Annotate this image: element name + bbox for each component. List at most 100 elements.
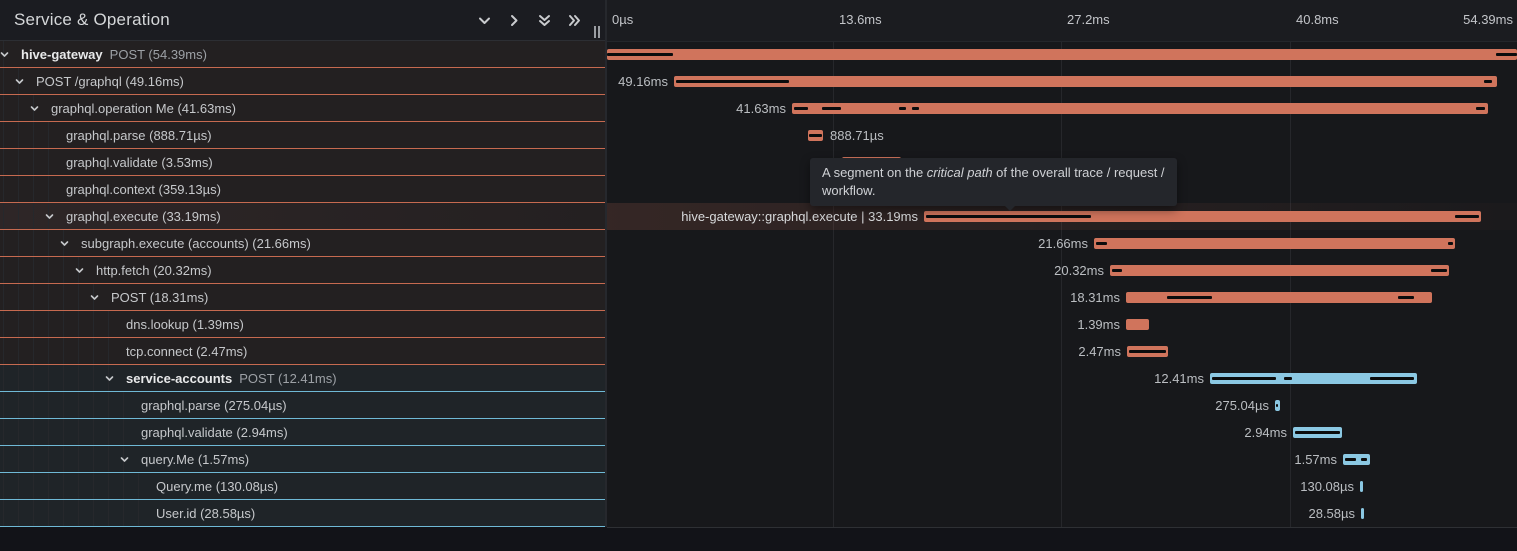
tree-row[interactable]: graphql.validate (2.94ms): [0, 419, 605, 446]
indent-guide: [63, 500, 64, 526]
span-label: tcp.connect (2.47ms): [126, 343, 248, 359]
tree-row[interactable]: http.fetch (20.32ms): [0, 257, 605, 284]
panel-resize-handle[interactable]: [594, 26, 602, 38]
chevron-down-icon[interactable]: [59, 237, 71, 249]
tree-row[interactable]: POST /graphql (49.16ms): [0, 68, 605, 95]
tree-row[interactable]: graphql.validate (3.53ms): [0, 149, 605, 176]
indent-guide: [18, 473, 19, 499]
timeline-row[interactable]: 2.47ms: [607, 338, 1517, 365]
span-bar[interactable]: [674, 76, 1497, 87]
chevron-down-icon[interactable]: [44, 210, 56, 222]
span-bar[interactable]: [1361, 508, 1364, 519]
span-duration-label: 130.08µs: [1300, 479, 1354, 494]
tree-row[interactable]: graphql.operation Me (41.63ms): [0, 95, 605, 122]
indent-guide: [3, 392, 4, 418]
span-bar[interactable]: [1126, 319, 1149, 330]
indent-guide: [18, 419, 19, 445]
indent-guide: [63, 311, 64, 337]
collapse-all-icon[interactable]: [536, 12, 553, 29]
span-bar[interactable]: [1210, 373, 1417, 384]
indent-guide: [3, 338, 4, 364]
tree-row[interactable]: graphql.context (359.13µs): [0, 176, 605, 203]
timeline-row[interactable]: 1.57ms: [607, 446, 1517, 473]
chevron-down-icon[interactable]: [104, 372, 116, 384]
indent-guide: [3, 176, 4, 202]
timeline-row[interactable]: hive-gateway::graphql.execute | 33.19ms: [607, 203, 1517, 230]
indent-guide: [3, 122, 4, 148]
span-duration-label: 1.57ms: [1294, 452, 1337, 467]
timeline-gridline: [1290, 0, 1291, 527]
indent-guide: [63, 338, 64, 364]
span-bar[interactable]: [1126, 292, 1432, 303]
tree-row[interactable]: subgraph.execute (accounts) (21.66ms): [0, 230, 605, 257]
indent-guide: [18, 392, 19, 418]
span-bar[interactable]: [607, 49, 1517, 60]
span-bar[interactable]: [1094, 238, 1455, 249]
critical-path-segment: [1398, 296, 1414, 299]
collapse-one-icon[interactable]: [476, 12, 493, 29]
chevron-down-icon[interactable]: [14, 75, 26, 87]
critical-path-segment: [607, 53, 673, 56]
span-bar[interactable]: [924, 211, 1481, 222]
tree-row[interactable]: graphql.execute (33.19ms): [0, 203, 605, 230]
timeline-row[interactable]: 18.31ms: [607, 284, 1517, 311]
span-label: graphql.execute (33.19ms): [66, 208, 221, 224]
critical-path-segment: [899, 107, 906, 110]
chevron-down-icon[interactable]: [29, 102, 41, 114]
indent-guide: [3, 365, 4, 391]
indent-guide: [3, 95, 4, 121]
expand-all-icon[interactable]: [566, 12, 583, 29]
tree-row[interactable]: graphql.parse (888.71µs): [0, 122, 605, 149]
tree-row[interactable]: tcp.connect (2.47ms): [0, 338, 605, 365]
chevron-down-icon[interactable]: [89, 291, 101, 303]
span-label: graphql.parse (888.71µs): [66, 127, 212, 143]
timeline-row[interactable]: 49.16ms: [607, 68, 1517, 95]
critical-path-segment: [676, 80, 789, 83]
chevron-down-icon[interactable]: [74, 264, 86, 276]
service-name: hive-gateway: [21, 46, 103, 62]
critical-path-segment: [1455, 215, 1479, 218]
operation-name: POST (12.41ms): [239, 370, 337, 386]
timeline-row[interactable]: 1.39ms: [607, 311, 1517, 338]
chevron-down-icon[interactable]: [0, 48, 11, 60]
span-duration-label: 2.47ms: [1078, 344, 1121, 359]
critical-path-segment: [1167, 296, 1212, 299]
timeline-row[interactable]: 41.63ms: [607, 95, 1517, 122]
timeline-row[interactable]: [607, 41, 1517, 68]
expand-one-icon[interactable]: [506, 12, 523, 29]
indent-guide: [78, 311, 79, 337]
span-bar[interactable]: [1343, 454, 1370, 465]
timeline-row[interactable]: 12.41ms: [607, 365, 1517, 392]
indent-guide: [3, 500, 4, 526]
tree-row[interactable]: POST (18.31ms): [0, 284, 605, 311]
timeline-row[interactable]: 21.66ms: [607, 230, 1517, 257]
indent-guide: [63, 419, 64, 445]
timeline-row[interactable]: 275.04µs: [607, 392, 1517, 419]
tree-row[interactable]: Query.me (130.08µs): [0, 473, 605, 500]
span-bar[interactable]: [792, 103, 1488, 114]
indent-guide: [33, 392, 34, 418]
indent-guide: [78, 473, 79, 499]
indent-guide: [33, 257, 34, 283]
tree-row[interactable]: hive-gateway POST (54.39ms): [0, 41, 605, 68]
timeline-row[interactable]: 2.94ms: [607, 419, 1517, 446]
timeline-gridline: [833, 0, 834, 527]
timeline-row[interactable]: 888.71µs: [607, 122, 1517, 149]
span-bar[interactable]: [1360, 481, 1363, 492]
timeline-panel: 0µs 13.6ms 27.2ms 40.8ms 54.39ms 49.16ms 41.6…: [607, 0, 1517, 528]
indent-guide: [78, 500, 79, 526]
span-duration-label: 275.04µs: [1215, 398, 1269, 413]
tree-row[interactable]: graphql.parse (275.04µs): [0, 392, 605, 419]
span-duration-label: 2.94ms: [1244, 425, 1287, 440]
tree-row[interactable]: dns.lookup (1.39ms): [0, 311, 605, 338]
span-label: graphql.validate (3.53ms): [66, 154, 213, 170]
timeline-row[interactable]: 20.32ms: [607, 257, 1517, 284]
timeline-row[interactable]: 130.08µs: [607, 473, 1517, 500]
tree-row[interactable]: query.Me (1.57ms): [0, 446, 605, 473]
chevron-down-icon[interactable]: [119, 453, 131, 465]
span-bar[interactable]: [1110, 265, 1449, 276]
timeline-row[interactable]: 28.58µs: [607, 500, 1517, 527]
tree-row[interactable]: User.id (28.58µs): [0, 500, 605, 527]
critical-path-segment: [1448, 242, 1453, 245]
tree-row[interactable]: service-accounts POST (12.41ms): [0, 365, 605, 392]
